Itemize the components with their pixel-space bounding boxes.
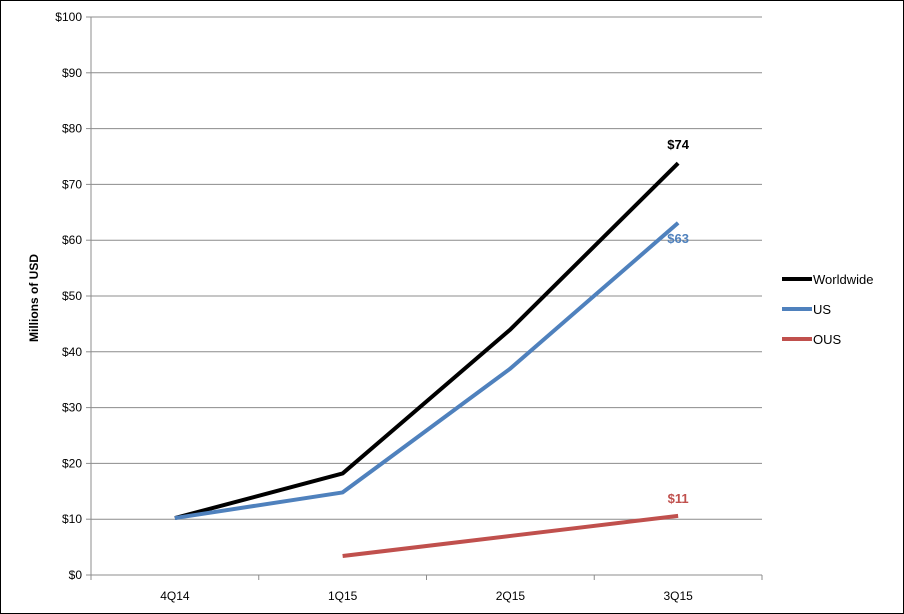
x-tick-label: 1Q15 — [328, 589, 358, 603]
x-tick-label: 2Q15 — [496, 589, 526, 603]
x-tick-label: 3Q15 — [663, 589, 693, 603]
y-tick-label: $40 — [62, 345, 82, 359]
x-axis: 4Q14 1Q15 2Q15 3Q15 — [90, 574, 763, 603]
y-tick-label: $90 — [62, 66, 82, 80]
data-labels: $74 $63 $11 — [667, 137, 689, 506]
y-tick-label: $80 — [62, 122, 82, 136]
legend-label: OUS — [813, 332, 842, 347]
y-tick-label: $10 — [62, 512, 82, 526]
y-tick-label: $60 — [62, 233, 82, 247]
data-label-us: $63 — [667, 231, 689, 246]
y-tick-label: $0 — [69, 568, 83, 582]
data-label-worldwide: $74 — [667, 137, 689, 152]
y-tick-label: $20 — [62, 456, 82, 470]
y-tick-label: $50 — [62, 289, 82, 303]
y-axis-label: Millions of USD — [27, 254, 41, 342]
gridlines — [91, 16, 762, 520]
series-line-us — [174, 221, 680, 521]
x-tick-label: 4Q14 — [160, 589, 190, 603]
series-line-worldwide — [174, 161, 680, 521]
data-label-ous: $11 — [668, 491, 689, 506]
y-tick-label: $70 — [62, 177, 82, 191]
y-tick-label: $100 — [55, 10, 82, 24]
legend: Worldwide US OUS — [782, 272, 873, 347]
series-lines — [174, 161, 680, 559]
legend-label: Worldwide — [813, 272, 873, 287]
y-axis: $0 $10 $20 $30 $40 $50 $60 $70 $80 $90 $100 — [55, 10, 92, 582]
legend-label: US — [813, 302, 831, 317]
series-line-ous — [342, 513, 679, 559]
y-tick-label: $30 — [62, 401, 82, 415]
